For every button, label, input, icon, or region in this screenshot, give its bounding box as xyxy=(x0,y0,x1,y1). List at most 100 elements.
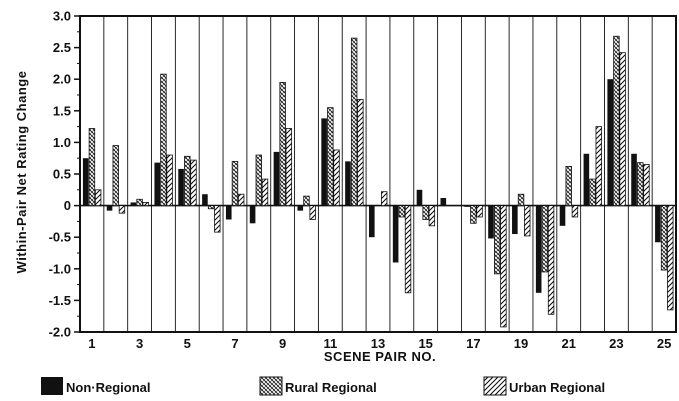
bar-urban-regional-3 xyxy=(142,202,149,207)
bar-non-regional-22 xyxy=(583,153,590,206)
y-tick-label: 1.0 xyxy=(53,135,71,150)
bar-urban-regional-7 xyxy=(237,193,245,207)
x-tick-label: 3 xyxy=(136,336,143,351)
bar-non-regional-5 xyxy=(178,168,184,206)
bar-rural-regional-23 xyxy=(613,35,620,207)
bar-rural-regional-21 xyxy=(565,166,572,206)
x-tick-label: 13 xyxy=(371,336,385,351)
bar-non-regional-20 xyxy=(535,205,542,293)
x-tick-label: 15 xyxy=(418,336,432,351)
bar-rural-regional-7 xyxy=(231,160,239,207)
y-tick-label: -0.5 xyxy=(49,230,71,245)
bar-rural-regional-19 xyxy=(517,193,525,207)
bar-rural-regional-6 xyxy=(207,205,215,210)
bar-rural-regional-17 xyxy=(470,205,477,224)
bar-non-regional-9 xyxy=(273,151,280,206)
x-axis: 1 3 5 7 9 11 13 15 17 19 21 23 25 xyxy=(88,336,671,351)
x-tick-label: 1 xyxy=(88,336,95,351)
bar-non-regional-14 xyxy=(392,205,399,263)
y-tick-label: 3.0 xyxy=(53,9,71,24)
x-tick-label: 19 xyxy=(514,336,528,351)
x-tick-label: 21 xyxy=(561,336,575,351)
bar-urban-regional-13 xyxy=(380,191,388,206)
bar-non-regional-19 xyxy=(512,205,518,235)
y-tick-label: 1.5 xyxy=(53,103,71,118)
x-tick-label: 25 xyxy=(657,336,671,351)
bar-rural-regional-12 xyxy=(350,37,358,206)
bar-urban-regional-10 xyxy=(309,205,316,220)
bar-urban-regional-20 xyxy=(547,205,555,315)
bar-urban-regional-22 xyxy=(595,126,602,206)
bar-urban-regional-5 xyxy=(190,159,197,207)
y-tick-label: 2.0 xyxy=(53,72,71,87)
bar-non-regional-6 xyxy=(202,194,208,206)
bar-urban-regional-8 xyxy=(261,178,269,206)
bar-rural-regional-2 xyxy=(112,145,119,206)
bar-non-regional-12 xyxy=(345,161,351,206)
y-axis: 3.0 2.5 2.0 1.5 1.0 0.5 0 -0.5 -1.0 -1.5 -2.0 xyxy=(49,9,80,340)
bar-non-regional-15 xyxy=(416,189,423,206)
y-tick-label: -1.5 xyxy=(49,293,71,308)
bar-rural-regional-8 xyxy=(255,154,262,206)
bar-urban-regional-12 xyxy=(357,99,364,206)
bar-urban-regional-11 xyxy=(333,149,340,206)
bar-rural-regional-22 xyxy=(589,178,596,206)
bar-non-regional-2 xyxy=(106,205,113,211)
bar-non-regional-10 xyxy=(297,205,304,211)
bar-rural-regional-15 xyxy=(422,205,429,220)
bar-non-regional-24 xyxy=(631,153,637,206)
y-tick-label: 0 xyxy=(64,198,71,213)
bar-urban-regional-21 xyxy=(571,205,579,218)
bar-urban-regional-1 xyxy=(94,189,102,207)
bar-rural-regional-18 xyxy=(493,205,501,275)
legend-swatch-urban-regional xyxy=(483,376,507,396)
bar-urban-regional-14 xyxy=(404,205,412,294)
x-tick-label: 11 xyxy=(323,336,337,351)
bar-rural-regional-20 xyxy=(541,205,549,273)
bar-urban-regional-9 xyxy=(285,128,293,206)
bars-group xyxy=(82,35,674,328)
x-axis-title: SCENE PAIR NO. xyxy=(324,349,436,364)
bar-non-regional-7 xyxy=(225,205,232,220)
vertical-gridlines xyxy=(103,16,653,332)
bar-non-regional-3 xyxy=(130,202,137,206)
bar-rural-regional-10 xyxy=(303,195,310,206)
bar-rural-regional-5 xyxy=(184,155,191,207)
legend-label-rural-regional: Rural Regional xyxy=(285,380,377,395)
bar-non-regional-1 xyxy=(82,158,89,206)
bar-rural-regional-11 xyxy=(327,107,334,206)
bar-non-regional-17 xyxy=(464,205,470,207)
bar-non-regional-13 xyxy=(369,205,375,238)
bar-rural-regional-9 xyxy=(279,81,286,206)
y-tick-label: 0.5 xyxy=(53,167,71,182)
bar-urban-regional-24 xyxy=(643,164,650,207)
legend-label-urban-regional: Urban Regional xyxy=(509,380,605,395)
bar-non-regional-8 xyxy=(249,205,256,224)
bar-urban-regional-17 xyxy=(476,205,483,218)
y-tick-label: -1.0 xyxy=(49,261,71,276)
bar-non-regional-21 xyxy=(559,205,566,226)
bar-rural-regional-14 xyxy=(398,205,406,218)
bar-urban-regional-6 xyxy=(214,205,221,233)
x-tick-label: 5 xyxy=(184,336,191,351)
bar-urban-regional-23 xyxy=(619,52,626,207)
bar-rural-regional-3 xyxy=(136,198,143,206)
bar-urban-regional-4 xyxy=(166,154,173,206)
legend-swatch-rural-regional xyxy=(259,376,283,396)
x-tick-label: 17 xyxy=(466,336,480,351)
bar-rural-regional-4 xyxy=(160,73,167,207)
y-tick-label: 2.5 xyxy=(53,40,71,55)
bar-non-regional-18 xyxy=(488,205,494,239)
bar-urban-regional-2 xyxy=(118,205,126,214)
bar-urban-regional-19 xyxy=(524,205,531,237)
legend-label-non-regional: Non·Regional xyxy=(66,380,151,395)
bar-non-regional-16 xyxy=(440,198,447,206)
legend: Non·Regional Rural Regional Urban Region… xyxy=(41,376,605,396)
y-axis-title: Within-Pair Net Rating Change xyxy=(14,71,29,274)
bar-non-regional-4 xyxy=(154,162,161,206)
bar-non-regional-23 xyxy=(607,79,613,206)
bar-urban-regional-18 xyxy=(500,205,507,328)
bar-urban-regional-15 xyxy=(428,205,436,227)
bar-urban-regional-25 xyxy=(667,205,674,311)
